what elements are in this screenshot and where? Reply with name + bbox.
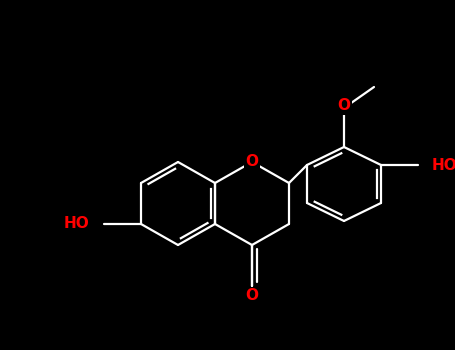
Text: HO: HO	[432, 158, 455, 173]
Text: O: O	[246, 154, 258, 169]
Text: HO: HO	[63, 217, 89, 231]
Text: O: O	[338, 98, 350, 113]
Text: O: O	[246, 288, 258, 303]
